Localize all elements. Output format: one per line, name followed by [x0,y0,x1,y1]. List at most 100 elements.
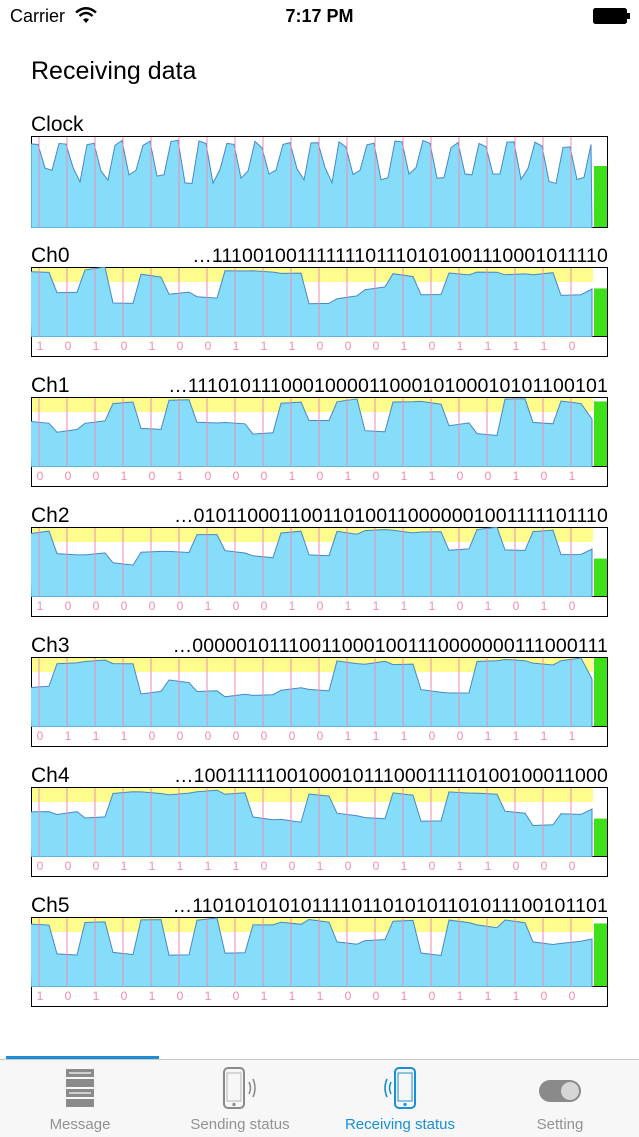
clock-label: Clock [31,113,84,136]
message-stack-icon [66,1069,94,1107]
bit-label: 0 [120,989,128,1003]
bit-label: 0 [204,339,212,353]
level-bar [594,558,607,596]
channel-label: Ch3 [31,634,70,657]
bit-label: 0 [540,859,548,873]
bit-label: 1 [288,989,296,1003]
channel-waveform [31,657,608,727]
channel-panel-ch4: Ch4 …10011111001000101110001111010010001… [31,763,608,877]
bit-label: 1 [344,729,352,743]
channel-waveform [31,267,608,337]
bit-label: 0 [232,469,240,483]
bit-label: 0 [64,989,72,1003]
bit-label: 1 [372,729,380,743]
channel-label: Ch0 [31,244,70,267]
bit-label: 1 [568,469,576,483]
bit-label: 0 [176,989,184,1003]
bit-decode-row: 1 0 1 0 1 0 1 0 1 1 1 0 0 1 0 1 1 1 0 0 [31,987,608,1007]
tab-selection-indicator [6,1056,159,1059]
bit-label: 1 [36,339,44,353]
level-bar [594,166,607,227]
bit-label: 0 [232,989,240,1003]
bit-label: 0 [260,469,268,483]
bit-label: 0 [428,339,436,353]
bit-decode-row: 1 0 1 0 1 0 0 1 1 1 0 0 0 1 0 1 1 1 1 0 [31,337,608,357]
bit-label: 0 [512,599,520,613]
bit-label: 1 [204,859,212,873]
bit-label: 1 [204,989,212,1003]
bit-label: 1 [400,989,408,1003]
status-bar: Carrier 7:17 PM [0,0,639,34]
tab-label: Setting [536,1116,584,1133]
bit-label: 1 [512,339,520,353]
bit-label: 0 [540,989,548,1003]
channel-waveform [31,397,608,467]
bit-label: 0 [260,859,268,873]
bit-decode-row: 0 0 0 1 1 1 1 1 0 0 1 0 0 1 0 1 1 0 0 0 [31,857,608,877]
bit-label: 0 [484,469,492,483]
clock-panel: Clock [31,112,608,228]
phone-sending-icon [223,1067,256,1109]
bit-label: 0 [372,469,380,483]
channel-bitstream: …10011111001000101110001111010010001100​… [174,765,608,787]
bit-label: 0 [372,339,380,353]
clock-signal-area [31,139,593,228]
bit-label: 1 [484,859,492,873]
bit-label: 1 [568,729,576,743]
bit-label: 1 [400,859,408,873]
bit-label: 1 [120,469,128,483]
bit-label: 0 [204,469,212,483]
toggle-switch-icon [539,1080,581,1102]
bit-label: 0 [260,729,268,743]
carrier-name: Carrier [10,6,66,26]
bit-label: 1 [176,859,184,873]
bit-label: 0 [344,339,352,353]
bit-label: 1 [400,729,408,743]
bit-label: 0 [36,729,44,743]
bit-label: 0 [232,599,240,613]
level-bar [594,658,607,726]
clock-waveform [31,136,608,228]
bit-label: 0 [372,859,380,873]
bit-label: 1 [484,599,492,613]
bit-label: 1 [288,469,296,483]
channel-bitstream: …0101100011001101001100000010011111011​1… [174,505,608,527]
bit-label: 0 [456,469,464,483]
channel-panel-ch3: Ch3 …00000101110011000100111000000011100… [31,633,608,747]
bit-label: 0 [148,599,156,613]
bit-label: 1 [540,339,548,353]
channel-panel-ch1: Ch1 …11101011100010000110001010001010110… [31,373,608,487]
threshold-band [32,658,593,672]
bit-label: 1 [484,729,492,743]
bit-label: 0 [36,469,44,483]
bit-label: 0 [148,729,156,743]
tab-setting[interactable]: Setting [480,1059,639,1136]
tab-label: Message [49,1116,111,1133]
bit-decode-row: 0 1 1 1 0 0 0 0 0 0 0 1 1 1 0 0 1 1 1 1 [31,727,608,747]
channel-waveform [31,527,608,597]
bit-decode-row: 0 0 0 1 0 1 0 0 0 1 0 1 0 1 1 0 0 1 0 1 [31,467,608,487]
level-bar [594,288,607,336]
tab-sending-status[interactable]: Sending status [160,1059,320,1136]
bit-label: 1 [260,339,268,353]
channel-panel-ch0: Ch0 …11100100111111101110101001110001011… [31,243,608,357]
bit-label: 0 [232,729,240,743]
bit-label: 0 [372,989,380,1003]
bit-label: 1 [428,599,436,613]
battery-icon [593,8,630,24]
threshold-band [32,528,593,542]
channel-waveform [31,787,608,857]
bit-label: 0 [568,859,576,873]
bit-decode-row: 1 0 0 0 0 0 1 0 0 1 0 1 1 1 1 0 1 0 1 0 [31,597,608,617]
bit-label: 0 [92,599,100,613]
bit-label: 0 [64,599,72,613]
bit-label: 1 [316,859,324,873]
wifi-icon [75,7,97,23]
tab-message[interactable]: Message [0,1059,160,1136]
bit-label: 1 [232,339,240,353]
channel-label: Ch5 [31,894,70,917]
bit-label: 0 [568,989,576,1003]
bit-label: 1 [484,339,492,353]
tab-receiving-status[interactable]: Receiving status [320,1059,480,1136]
bit-label: 1 [484,989,492,1003]
